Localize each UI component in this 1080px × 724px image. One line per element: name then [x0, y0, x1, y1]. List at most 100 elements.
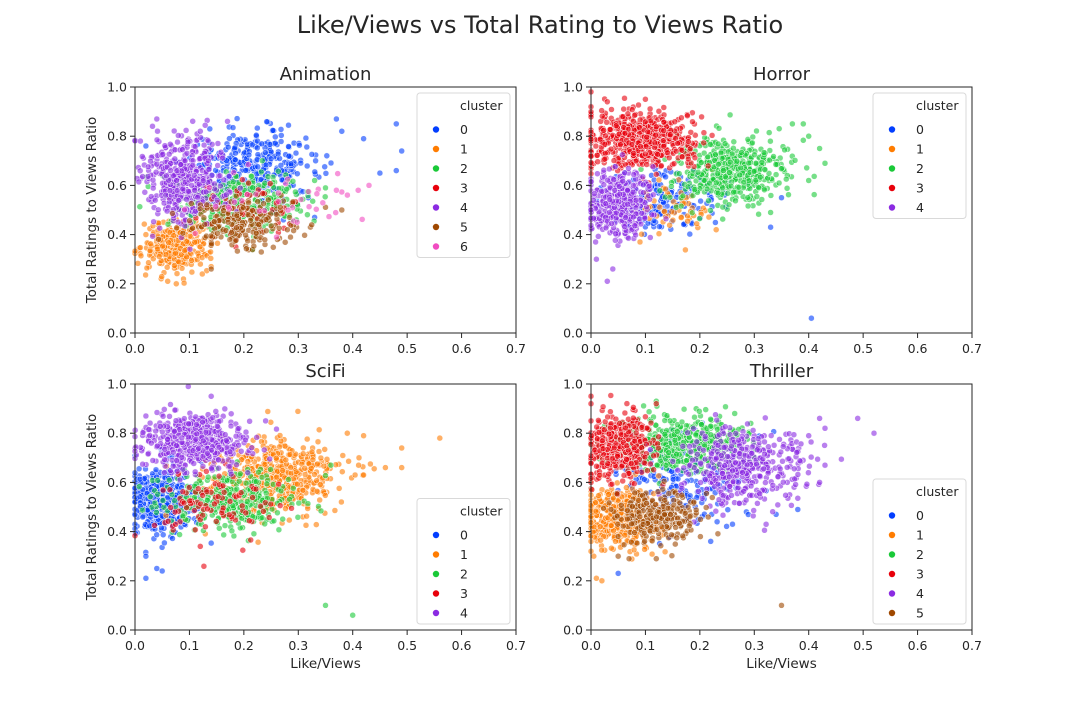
- data-point-cluster-4: [209, 141, 215, 147]
- x-tick-label: 0.5: [397, 341, 417, 356]
- data-point-cluster-3: [239, 177, 245, 183]
- data-point-cluster-4: [623, 215, 629, 221]
- data-point-cluster-3: [638, 144, 644, 150]
- data-point-cluster-4: [612, 187, 618, 193]
- data-point-cluster-4: [150, 458, 156, 464]
- data-point-cluster-1: [280, 468, 286, 474]
- data-point-cluster-2: [762, 167, 768, 173]
- data-point-cluster-3: [597, 136, 603, 142]
- data-point-cluster-3: [658, 163, 664, 169]
- data-point-cluster-2: [166, 477, 172, 483]
- data-point-cluster-3: [152, 522, 158, 528]
- subplot-title: Horror: [753, 64, 811, 85]
- data-point-cluster-0: [153, 467, 159, 473]
- data-point-cluster-0: [272, 140, 278, 146]
- data-point-cluster-0: [232, 145, 238, 151]
- data-point-cluster-4: [214, 197, 220, 203]
- data-point-cluster-0: [294, 171, 300, 177]
- data-point-cluster-1: [437, 435, 443, 441]
- data-point-cluster-4: [609, 221, 615, 227]
- data-point-cluster-3: [685, 139, 691, 145]
- data-point-cluster-0: [159, 568, 165, 574]
- data-point-cluster-1: [199, 271, 205, 277]
- data-point-cluster-3: [701, 140, 707, 146]
- data-point-cluster-3: [268, 501, 274, 507]
- data-point-cluster-3: [260, 190, 266, 196]
- legend-label: 3: [916, 181, 924, 196]
- data-point-cluster-5: [273, 211, 279, 217]
- data-point-cluster-3: [187, 498, 193, 504]
- data-point-cluster-2: [766, 130, 772, 136]
- data-point-cluster-2: [754, 128, 760, 134]
- data-point-cluster-6: [335, 171, 341, 177]
- data-point-cluster-2: [736, 184, 742, 190]
- data-point-cluster-4: [610, 266, 616, 272]
- data-point-cluster-0: [663, 174, 669, 180]
- data-point-cluster-6: [314, 191, 320, 197]
- data-point-cluster-3: [672, 119, 678, 125]
- data-point-cluster-3: [595, 159, 601, 165]
- data-point-cluster-2: [286, 477, 292, 483]
- data-point-cluster-3: [679, 147, 685, 153]
- data-point-cluster-3: [238, 490, 244, 496]
- data-point-cluster-4: [633, 197, 639, 203]
- data-point-cluster-5: [233, 237, 239, 243]
- data-point-cluster-3: [239, 503, 245, 509]
- data-point-cluster-1: [310, 457, 316, 463]
- data-point-cluster-1: [706, 214, 712, 220]
- data-point-cluster-5: [243, 232, 249, 238]
- data-point-cluster-0: [288, 161, 294, 167]
- data-point-cluster-3: [644, 134, 650, 140]
- data-point-cluster-2: [262, 521, 268, 527]
- data-point-cluster-4: [650, 192, 656, 198]
- data-point-cluster-3: [632, 112, 638, 118]
- data-point-cluster-4: [150, 123, 156, 129]
- data-point-cluster-3: [645, 129, 651, 135]
- data-point-cluster-1: [356, 455, 362, 461]
- data-point-cluster-3: [611, 158, 617, 164]
- data-point-cluster-3: [168, 505, 174, 511]
- data-point-cluster-2: [761, 187, 767, 193]
- y-tick-label: 0.8: [107, 129, 127, 144]
- data-point-cluster-4: [620, 178, 626, 184]
- data-point-cluster-2: [715, 171, 721, 177]
- data-point-cluster-5: [258, 249, 264, 255]
- data-point-cluster-0: [249, 142, 255, 148]
- data-point-cluster-5: [208, 266, 214, 272]
- data-point-cluster-4: [601, 167, 607, 173]
- legend-marker-2: [433, 165, 439, 171]
- data-point-cluster-3: [226, 512, 232, 518]
- data-point-cluster-3: [701, 130, 707, 136]
- legend-label: 1: [916, 142, 924, 157]
- data-point-cluster-4: [150, 185, 156, 191]
- data-point-cluster-3: [629, 142, 635, 148]
- data-point-cluster-0: [286, 122, 292, 128]
- data-point-cluster-6: [306, 189, 312, 195]
- data-point-cluster-2: [205, 497, 211, 503]
- legend-marker-1: [433, 146, 439, 152]
- data-point-cluster-2: [695, 169, 701, 175]
- data-point-cluster-0: [303, 135, 309, 141]
- data-point-cluster-0: [154, 566, 160, 572]
- data-point-cluster-2: [275, 168, 281, 174]
- data-point-cluster-1: [278, 438, 284, 444]
- data-point-cluster-2: [268, 466, 274, 472]
- data-point-cluster-5: [197, 206, 203, 212]
- legend-marker-0: [889, 126, 895, 132]
- data-point-cluster-4: [632, 223, 638, 229]
- data-point-cluster-1: [173, 281, 179, 287]
- data-point-cluster-4: [191, 172, 197, 178]
- data-point-cluster-1: [295, 408, 301, 414]
- data-point-cluster-3: [661, 119, 667, 125]
- data-point-cluster-1: [189, 269, 195, 275]
- data-point-cluster-3: [213, 518, 219, 524]
- data-point-cluster-4: [154, 137, 160, 143]
- data-point-cluster-0: [322, 164, 328, 170]
- data-point-cluster-5: [202, 221, 208, 227]
- legend-marker-4: [433, 204, 439, 210]
- data-point-cluster-1: [300, 487, 306, 493]
- data-point-cluster-4: [163, 173, 169, 179]
- data-point-cluster-4: [139, 154, 145, 160]
- data-point-cluster-2: [822, 160, 828, 166]
- data-point-cluster-0: [698, 198, 704, 204]
